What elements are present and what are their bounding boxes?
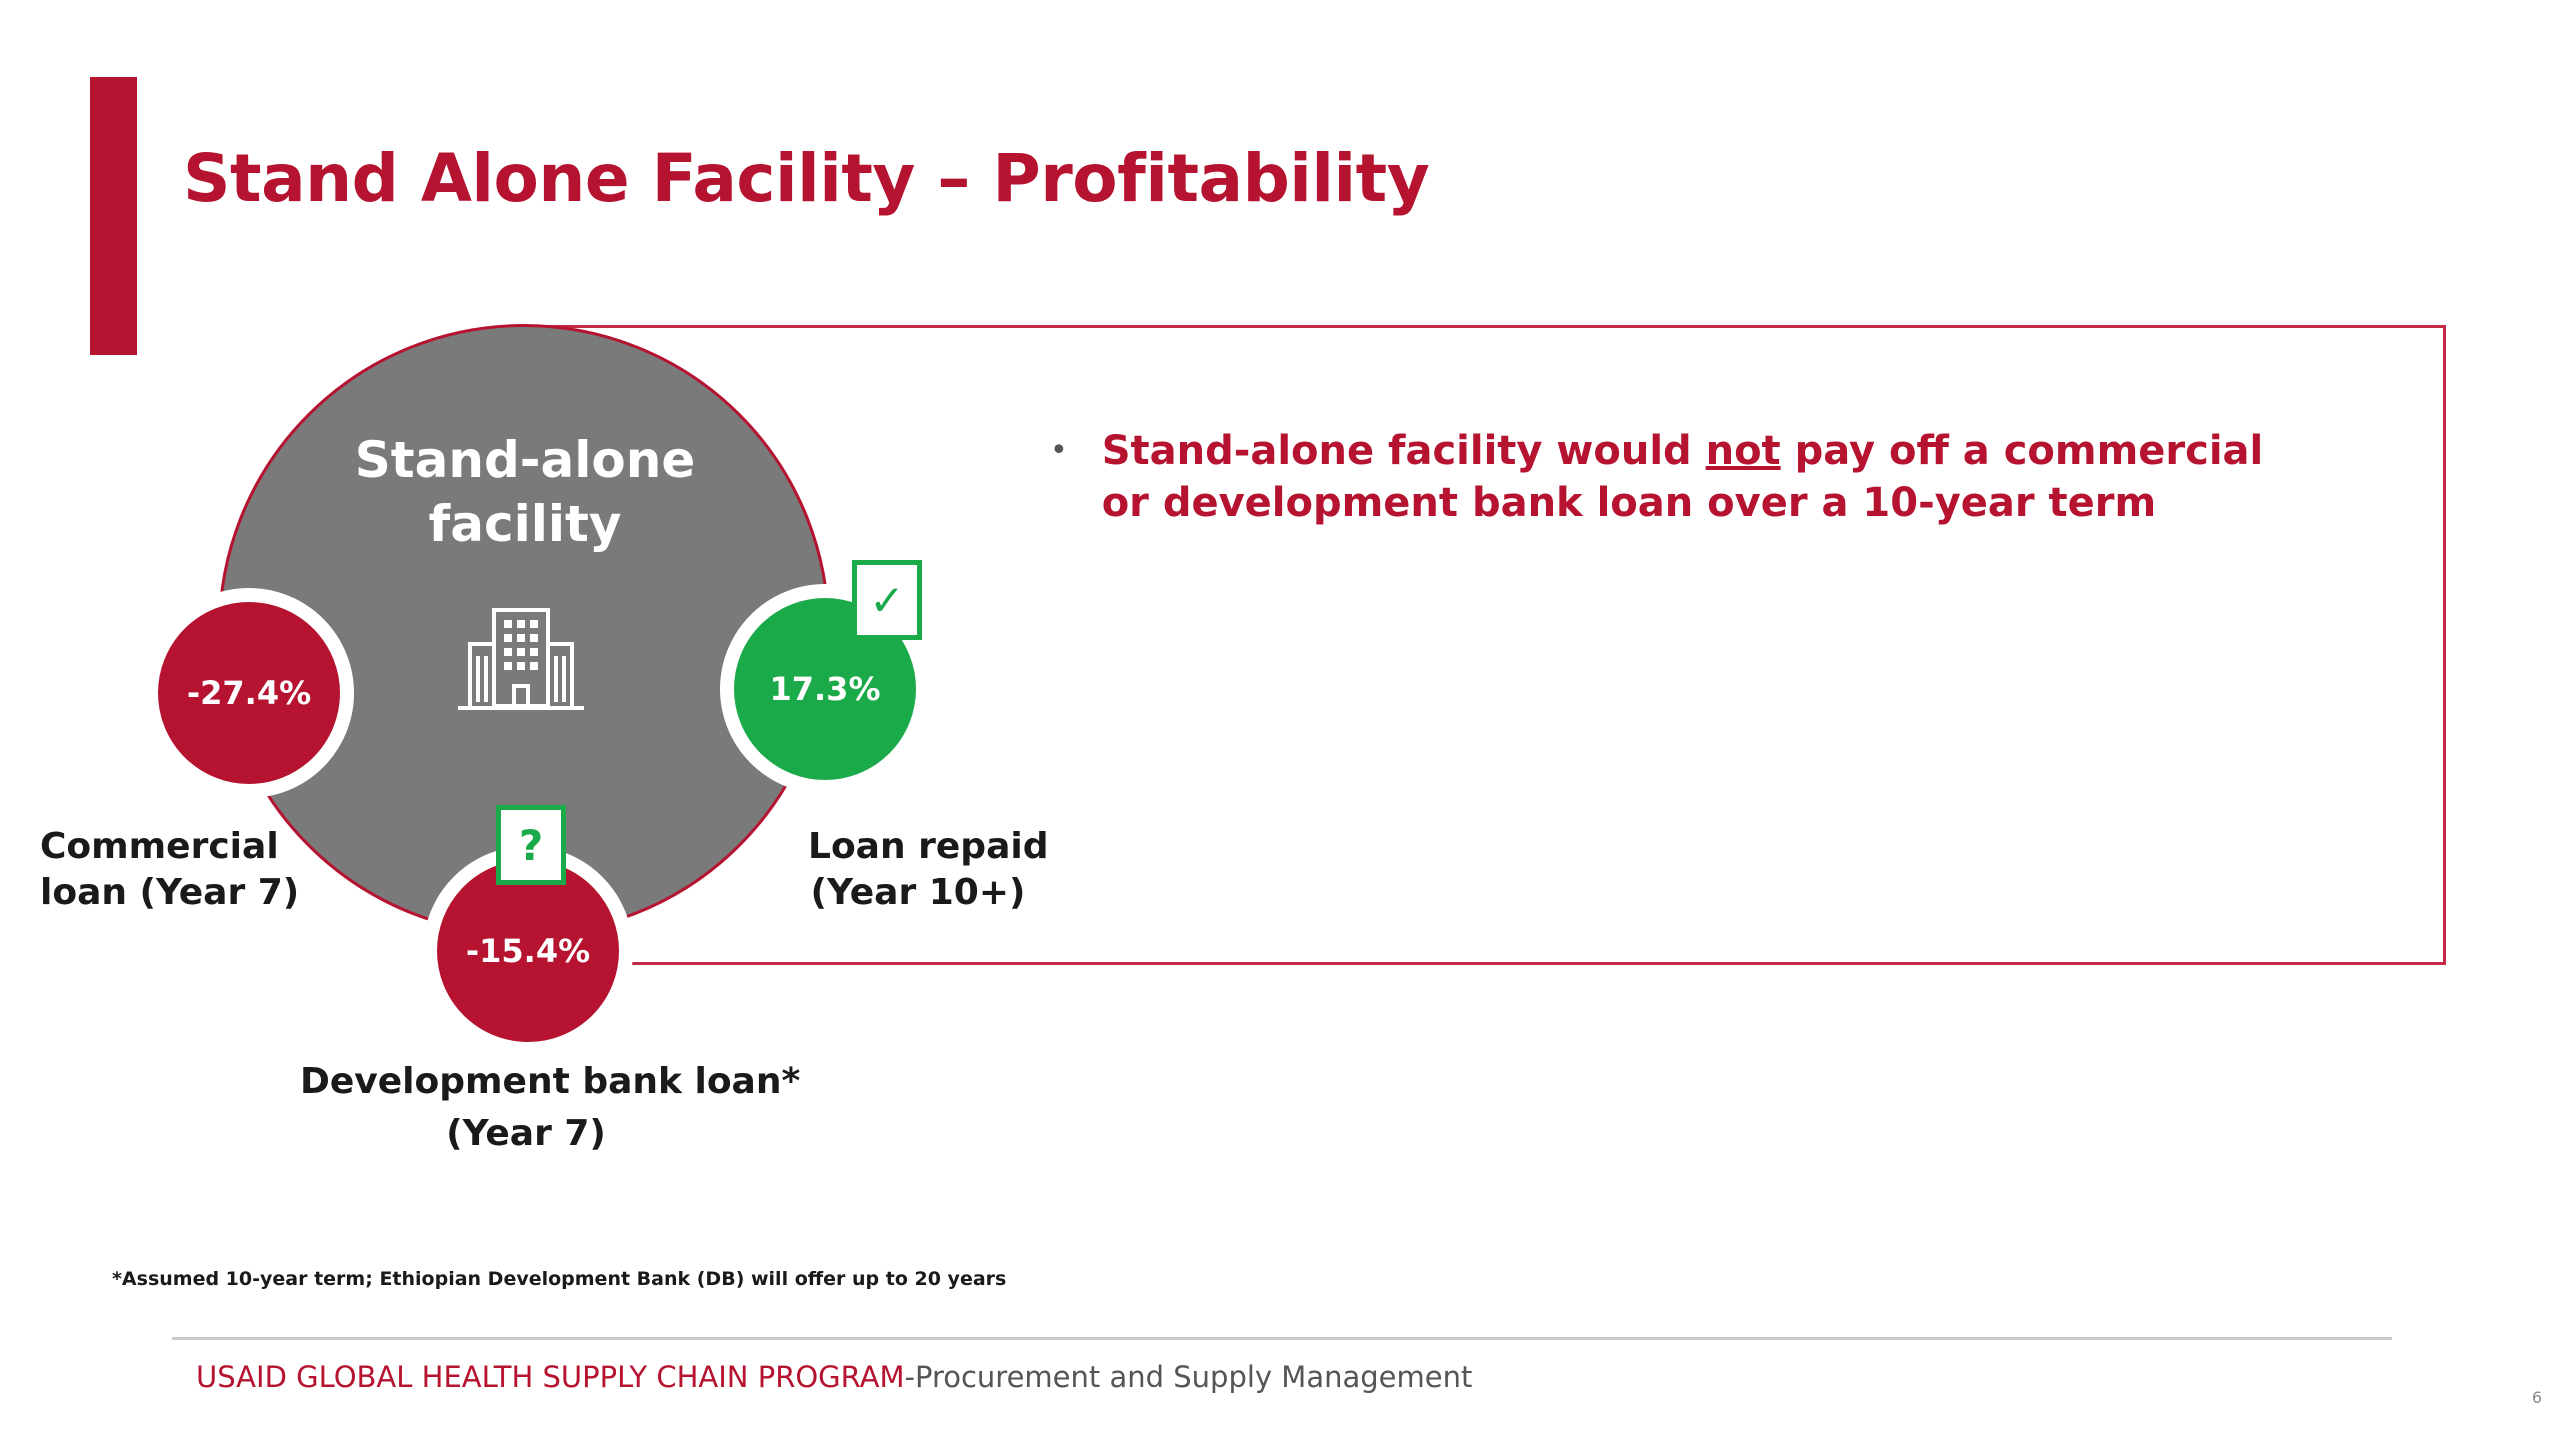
commercial-loan-caption: Commercial loan (Year 7) bbox=[40, 824, 300, 916]
question-icon: ? bbox=[496, 805, 566, 885]
building-icon bbox=[458, 608, 584, 710]
footnote: *Assumed 10-year term; Ethiopian Develop… bbox=[112, 1268, 1007, 1290]
development-loan-caption: Development bank loan* (Year 7) bbox=[300, 1056, 801, 1160]
stand-alone-label: Stand-alone facility bbox=[354, 431, 696, 553]
footer-divider bbox=[172, 1337, 2392, 1340]
bullet-text: Stand-alone facility would not pay off a… bbox=[1102, 425, 2300, 529]
title-accent-bar bbox=[90, 77, 137, 355]
loan-repaid-caption-line1: Loan repaid bbox=[808, 826, 1049, 867]
bullet-dot: • bbox=[1050, 433, 1068, 468]
loan-repaid-caption: Loan repaid (Year 10+) bbox=[808, 824, 1049, 916]
bullet-text-before: Stand-alone facility would bbox=[1101, 428, 1706, 474]
commercial-caption-line2: loan (Year 7) bbox=[40, 872, 300, 913]
loan-repaid-caption-line2: (Year 10+) bbox=[810, 872, 1026, 913]
footer-org: USAID GLOBAL HEALTH SUPPLY CHAIN PROGRAM bbox=[196, 1360, 905, 1394]
page-number: 6 bbox=[2531, 1388, 2542, 1407]
footer: USAID GLOBAL HEALTH SUPPLY CHAIN PROGRAM… bbox=[196, 1360, 1472, 1394]
commercial-caption-line1: Commercial bbox=[40, 826, 279, 867]
bullet-item: • Stand-alone facility would not pay off… bbox=[1050, 425, 2300, 529]
commercial-loan-circle: -27.4% bbox=[144, 588, 354, 798]
bullet-text-after: pay off a commercial or development bank… bbox=[1101, 428, 2264, 526]
development-caption-line2: (Year 7) bbox=[446, 1113, 606, 1154]
bullet-text-emphasis: not bbox=[1705, 428, 1781, 474]
slide-title: Stand Alone Facility – Profitability bbox=[183, 140, 1430, 217]
development-caption-line1: Development bank loan* bbox=[300, 1061, 801, 1102]
check-icon: ✓ bbox=[852, 560, 922, 640]
footer-subtitle: -Procurement and Supply Management bbox=[904, 1360, 1473, 1394]
